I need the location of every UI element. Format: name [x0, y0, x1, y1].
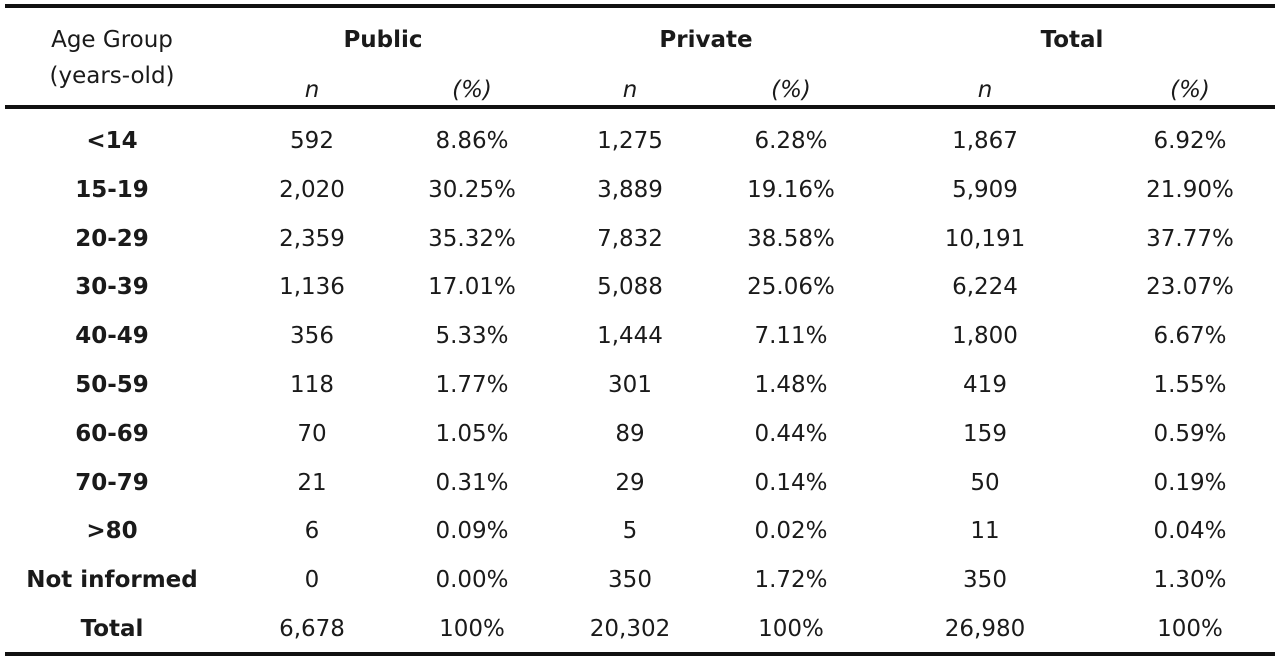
private-n-header: n — [622, 77, 638, 103]
total-pct-cell: 23.07% — [1146, 274, 1234, 300]
public-pct-header: (%) — [452, 77, 492, 103]
public-pct-cell: 35.32% — [428, 226, 516, 252]
row-label: 70-79 — [75, 470, 149, 496]
private-n-cell: 7,832 — [597, 226, 663, 252]
private-n-cell: 3,889 — [597, 177, 663, 203]
row-label: 60-69 — [75, 421, 149, 447]
public-pct-cell: 1.77% — [435, 372, 509, 398]
private-pct-cell: 19.16% — [747, 177, 835, 203]
header-rule — [5, 105, 1275, 109]
row-label: 15-19 — [75, 177, 149, 203]
bottom-rule — [5, 652, 1275, 656]
public-n-cell: 2,020 — [279, 177, 345, 203]
private-pct-cell: 100% — [758, 616, 824, 642]
public-n-cell: 6 — [304, 518, 320, 544]
total-pct-cell: 1.55% — [1153, 372, 1227, 398]
public-n-cell: 0 — [304, 567, 320, 593]
private-n-cell: 20,302 — [589, 616, 671, 642]
public-n-cell: 592 — [290, 128, 334, 154]
public-pct-cell: 0.00% — [435, 567, 509, 593]
row-label: Not informed — [26, 567, 198, 593]
total-n-cell: 350 — [963, 567, 1007, 593]
private-n-cell: 301 — [608, 372, 652, 398]
public-pct-cell: 5.33% — [435, 323, 509, 349]
public-pct-cell: 17.01% — [428, 274, 516, 300]
public-pct-cell: 1.05% — [435, 421, 509, 447]
private-n-cell: 1,444 — [597, 323, 663, 349]
public-n-cell: 70 — [297, 421, 327, 447]
total-n-cell: 50 — [970, 470, 1000, 496]
private-pct-cell: 7.11% — [754, 323, 828, 349]
total-pct-cell: 1.30% — [1153, 567, 1227, 593]
private-pct-cell: 0.14% — [754, 470, 828, 496]
private-pct-header: (%) — [771, 77, 811, 103]
total-pct-cell: 6.92% — [1153, 128, 1227, 154]
total-pct-cell: 6.67% — [1153, 323, 1227, 349]
row-label: Total — [80, 616, 144, 642]
total-n-cell: 26,980 — [944, 616, 1026, 642]
row-label: 40-49 — [75, 323, 149, 349]
private-pct-cell: 25.06% — [747, 274, 835, 300]
row-label: 30-39 — [75, 274, 149, 300]
total-n-cell: 1,867 — [952, 128, 1018, 154]
age-group-header-line2: (years-old) — [49, 63, 175, 89]
total-pct-cell: 21.90% — [1146, 177, 1234, 203]
total-n-cell: 1,800 — [952, 323, 1018, 349]
total-n-cell: 419 — [963, 372, 1007, 398]
public-pct-cell: 30.25% — [428, 177, 516, 203]
total-n-cell: 11 — [970, 518, 1000, 544]
public-n-cell: 1,136 — [279, 274, 345, 300]
total-group-header: Total — [1040, 27, 1104, 53]
private-n-cell: 350 — [608, 567, 652, 593]
total-pct-header: (%) — [1170, 77, 1210, 103]
private-n-cell: 29 — [615, 470, 645, 496]
private-pct-cell: 0.02% — [754, 518, 828, 544]
public-n-cell: 2,359 — [279, 226, 345, 252]
total-n-cell: 159 — [963, 421, 1007, 447]
row-label: <14 — [86, 128, 138, 154]
total-pct-cell: 0.59% — [1153, 421, 1227, 447]
public-pct-cell: 0.31% — [435, 470, 509, 496]
private-pct-cell: 0.44% — [754, 421, 828, 447]
private-pct-cell: 6.28% — [754, 128, 828, 154]
age-group-header-line1: Age Group — [51, 27, 173, 53]
row-label: 50-59 — [75, 372, 149, 398]
total-n-cell: 5,909 — [952, 177, 1018, 203]
public-n-header: n — [304, 77, 320, 103]
public-n-cell: 356 — [290, 323, 334, 349]
public-pct-cell: 8.86% — [435, 128, 509, 154]
total-pct-cell: 0.04% — [1153, 518, 1227, 544]
private-pct-cell: 38.58% — [747, 226, 835, 252]
row-label: >80 — [86, 518, 138, 544]
private-n-cell: 5 — [622, 518, 638, 544]
private-pct-cell: 1.48% — [754, 372, 828, 398]
private-n-cell: 5,088 — [597, 274, 663, 300]
private-n-cell: 89 — [615, 421, 645, 447]
total-n-cell: 10,191 — [944, 226, 1026, 252]
public-n-cell: 6,678 — [279, 616, 345, 642]
total-n-cell: 6,224 — [952, 274, 1018, 300]
total-pct-cell: 100% — [1157, 616, 1223, 642]
public-pct-cell: 100% — [439, 616, 505, 642]
private-n-cell: 1,275 — [597, 128, 663, 154]
total-pct-cell: 0.19% — [1153, 470, 1227, 496]
top-rule — [5, 4, 1275, 8]
public-n-cell: 21 — [297, 470, 327, 496]
public-pct-cell: 0.09% — [435, 518, 509, 544]
private-pct-cell: 1.72% — [754, 567, 828, 593]
total-pct-cell: 37.77% — [1146, 226, 1234, 252]
public-n-cell: 118 — [290, 372, 334, 398]
row-label: 20-29 — [75, 226, 149, 252]
public-group-header: Public — [343, 27, 423, 53]
total-n-header: n — [977, 77, 993, 103]
private-group-header: Private — [659, 27, 753, 53]
